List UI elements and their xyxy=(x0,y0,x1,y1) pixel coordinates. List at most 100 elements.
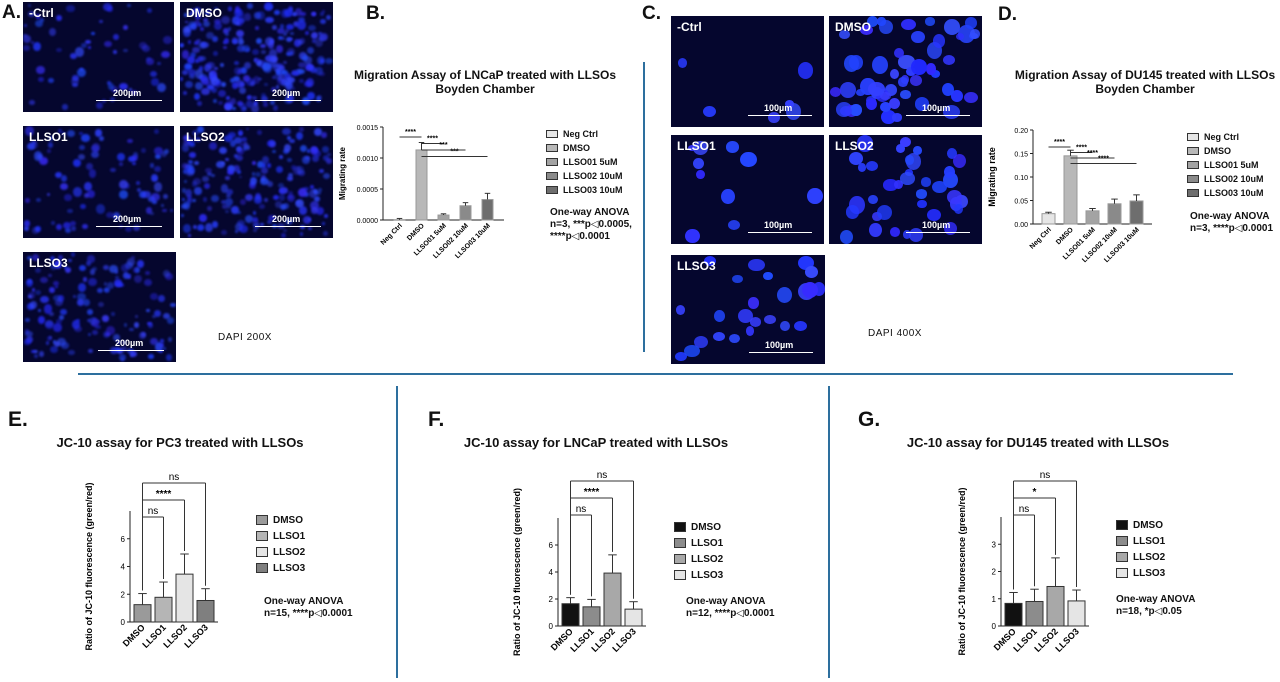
nucleus-blob xyxy=(268,214,276,222)
nucleus-blob xyxy=(898,55,915,69)
legend-label: DMSO xyxy=(691,521,721,533)
legend-item: LLSO01 5uM xyxy=(546,155,623,169)
nucleus-blob xyxy=(265,3,274,11)
nucleus-blob xyxy=(139,331,146,339)
nucleus-blob xyxy=(231,82,238,89)
nucleus-blob xyxy=(879,91,891,101)
nucleus-blob xyxy=(203,63,211,72)
nucleus-blob xyxy=(271,76,276,80)
nucleus-blob xyxy=(269,142,277,149)
significance-bracket: **** xyxy=(1070,145,1093,153)
legend-item: LLSO3 xyxy=(1116,565,1165,581)
nucleus-blob xyxy=(877,17,886,26)
nucleus-blob xyxy=(745,326,755,337)
nucleus-blob xyxy=(287,77,295,84)
nucleus-blob xyxy=(182,169,188,175)
nucleus-blob xyxy=(784,99,795,108)
scale-bar xyxy=(255,100,321,101)
nucleus-blob xyxy=(189,141,196,148)
nucleus-blob xyxy=(104,41,112,48)
nucleus-blob xyxy=(162,269,170,278)
nucleus-blob xyxy=(287,194,294,199)
nucleus-blob xyxy=(266,163,271,168)
nucleus-blob xyxy=(260,177,269,185)
nucleus-blob xyxy=(194,68,204,79)
nucleus-blob xyxy=(124,225,132,232)
nucleus-blob xyxy=(46,336,52,342)
nucleus-blob xyxy=(34,354,38,358)
nucleus-blob xyxy=(866,16,878,28)
nucleus-blob xyxy=(218,100,224,105)
nucleus-blob xyxy=(136,259,144,268)
nucleus-blob xyxy=(208,142,218,150)
nucleus-blob xyxy=(226,169,234,176)
chart-f-title: JC-10 assay for LNCaP treated with LLSOs xyxy=(463,435,729,450)
nucleus-blob xyxy=(60,341,70,349)
bar xyxy=(1046,585,1065,627)
nucleus-blob xyxy=(280,24,285,29)
nucleus-blob xyxy=(48,136,54,141)
nucleus-blob xyxy=(239,142,243,146)
legend-item: LLSO1 xyxy=(1116,533,1165,549)
y-tick-label: 6 xyxy=(549,541,554,550)
nucleus-blob xyxy=(776,286,793,303)
nucleus-blob xyxy=(105,332,110,337)
nucleus-blob xyxy=(306,77,315,87)
nucleus-blob xyxy=(315,66,323,75)
chart-d-stats-line1: One-way ANOVA xyxy=(1190,211,1270,222)
nucleus-blob xyxy=(298,188,307,198)
legend-swatch xyxy=(674,538,686,548)
nucleus-blob xyxy=(302,54,309,61)
significance-bracket: **** xyxy=(1070,150,1115,159)
nucleus-blob xyxy=(23,34,32,43)
nucleus-blob xyxy=(86,260,92,266)
nucleus-blob xyxy=(676,305,686,315)
nucleus-blob xyxy=(325,157,333,164)
nucleus-blob xyxy=(149,293,159,301)
nucleus-blob xyxy=(160,203,165,207)
legend-label: LLSO1 xyxy=(273,530,306,542)
nucleus-blob xyxy=(290,31,294,35)
nucleus-blob xyxy=(27,256,32,260)
y-tick-label: 4 xyxy=(549,568,554,577)
legend-swatch xyxy=(1116,536,1128,546)
nucleus-blob xyxy=(64,266,68,269)
legend-swatch xyxy=(256,563,268,573)
divider-bottom-right xyxy=(828,386,830,678)
nucleus-blob xyxy=(184,20,188,24)
nucleus-blob xyxy=(27,294,32,299)
nucleus-blob xyxy=(83,298,90,307)
nucleus-blob xyxy=(182,140,191,147)
bar xyxy=(582,606,601,627)
nucleus-blob xyxy=(932,181,947,193)
nucleus-blob xyxy=(202,197,208,203)
nucleus-blob xyxy=(218,89,226,98)
nucleus-blob xyxy=(242,75,250,83)
nucleus-blob xyxy=(721,188,735,204)
nucleus-blob xyxy=(925,62,937,76)
nucleus-blob xyxy=(696,169,705,180)
micro-image-label: LLSO1 xyxy=(677,139,716,153)
nucleus-blob xyxy=(256,129,262,136)
bar xyxy=(481,199,494,221)
legend-swatch xyxy=(1116,552,1128,562)
nucleus-blob xyxy=(90,145,99,152)
nucleus-blob xyxy=(285,51,292,57)
nucleus-blob xyxy=(221,200,227,205)
nucleus-blob xyxy=(941,83,954,97)
bar xyxy=(1107,203,1122,225)
nucleus-blob xyxy=(183,223,192,233)
nucleus-blob xyxy=(953,203,963,214)
nucleus-blob xyxy=(287,158,292,163)
nucleus-blob xyxy=(254,26,259,30)
nucleus-blob xyxy=(289,37,293,41)
nucleus-blob xyxy=(295,165,305,174)
nucleus-blob xyxy=(849,151,863,165)
nucleus-blob xyxy=(96,204,106,215)
nucleus-blob xyxy=(153,182,163,192)
nucleus-blob xyxy=(182,144,189,152)
significance-bracket: ns xyxy=(570,470,634,599)
nucleus-blob xyxy=(243,62,251,70)
chart-b-stats-line3: ****p◁0.0001 xyxy=(550,231,610,242)
nucleus-blob xyxy=(269,59,278,68)
